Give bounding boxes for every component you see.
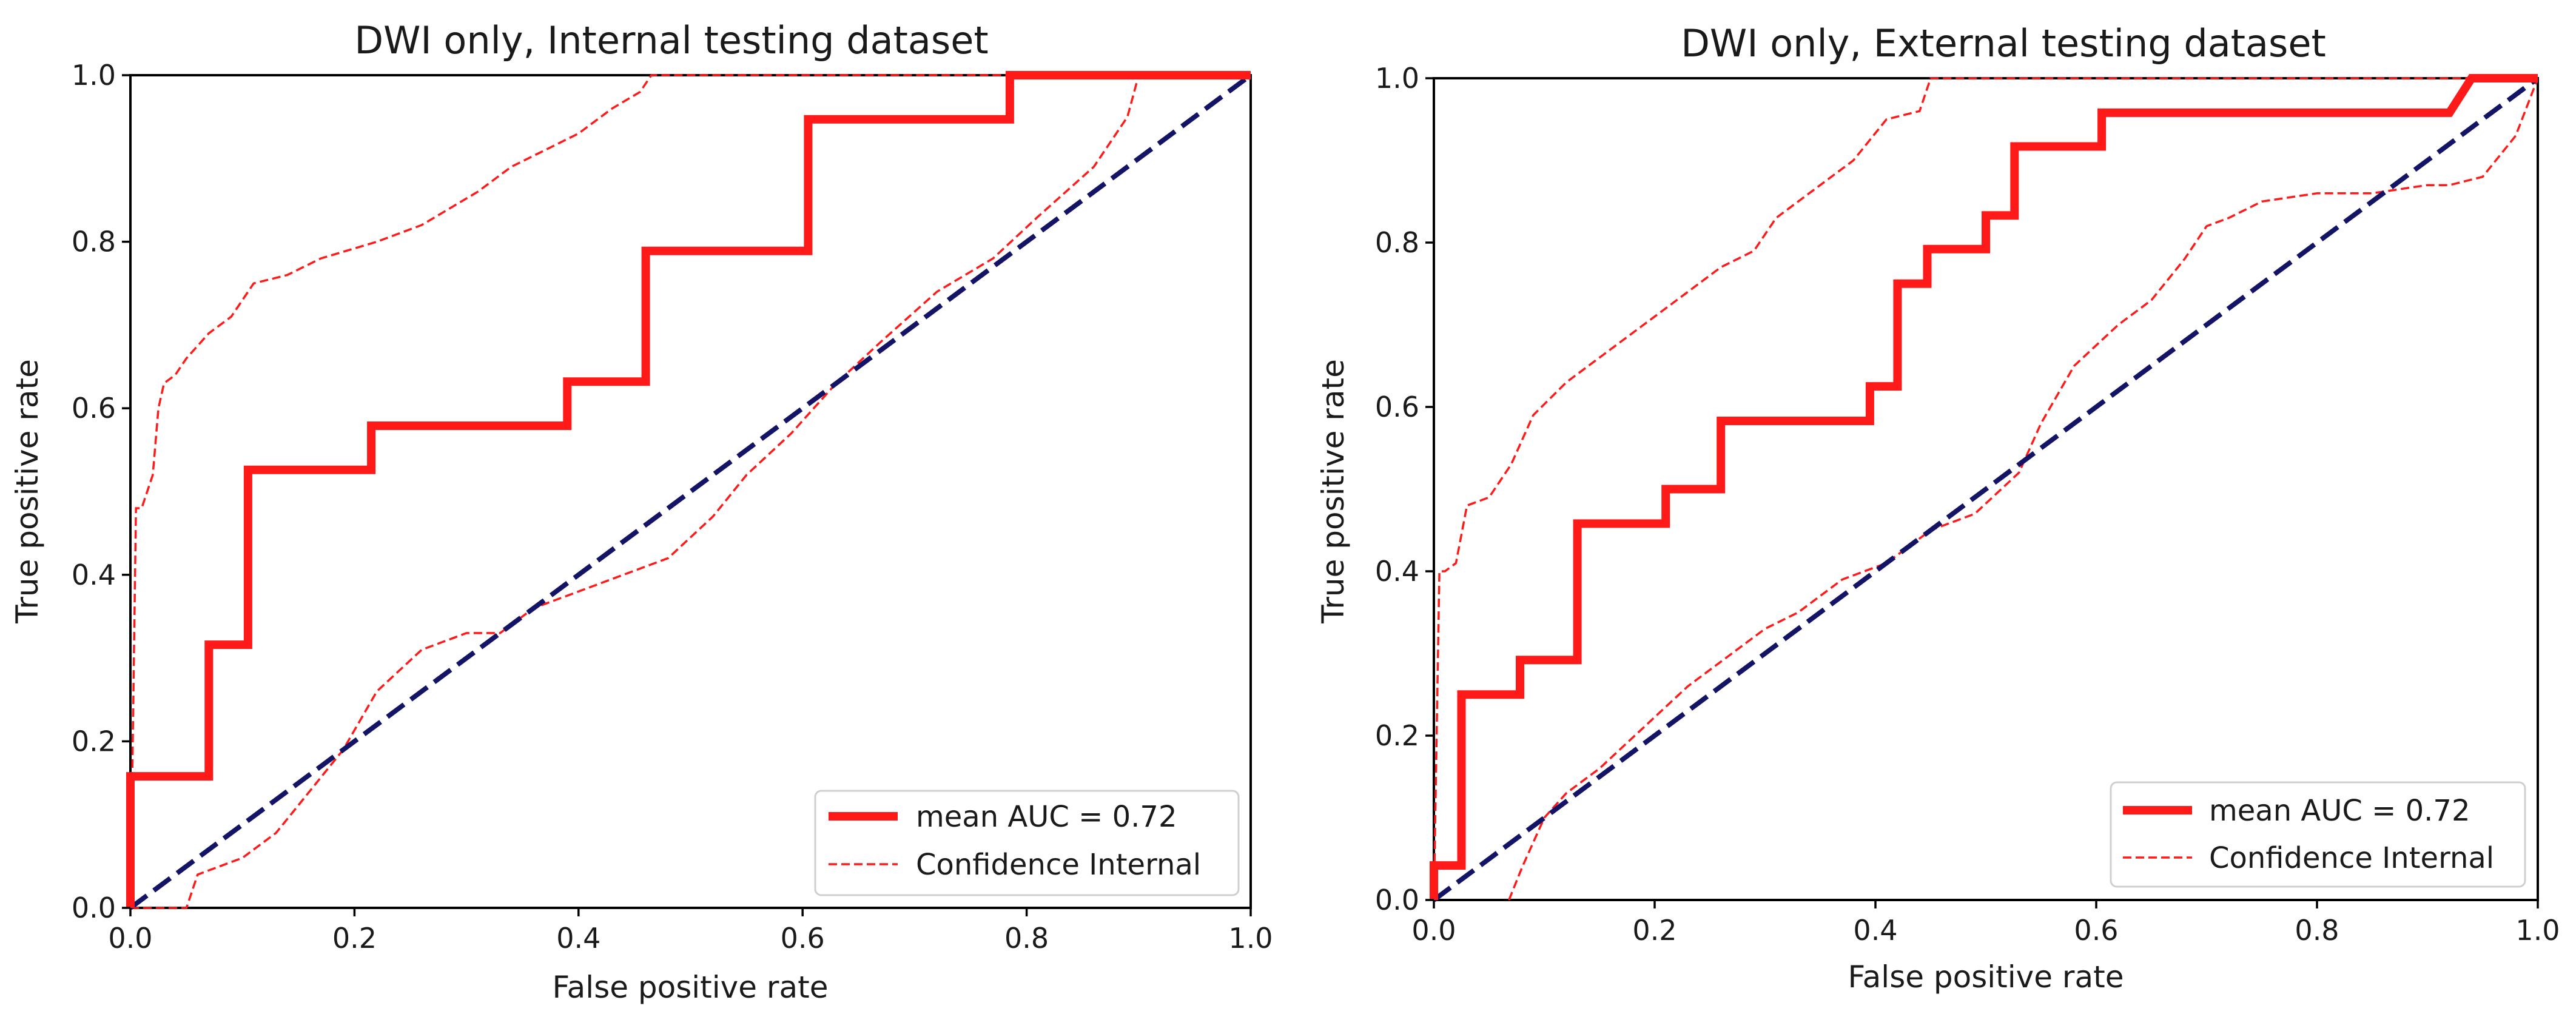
x-axis-label: False positive rate (553, 970, 829, 1005)
legend-box (814, 790, 1240, 896)
y-tick-label: 0.8 (72, 226, 116, 258)
series-chance-diagonal (1432, 76, 2540, 902)
y-tick-label: 0.6 (1375, 391, 1419, 423)
x-tick-label: 0.4 (1853, 914, 1897, 947)
y-tick-label: 0.6 (72, 392, 116, 425)
x-tick-label: 0.4 (556, 922, 600, 955)
series-confidence-internal-lower (130, 74, 1251, 909)
series-layer (1430, 74, 2540, 902)
y-tick-label: 0.4 (72, 559, 116, 591)
x-tick-label: 0.2 (1632, 914, 1676, 947)
x-ticks: 0.0 0.2 0.4 0.6 0.8 1.0 (1411, 900, 2560, 947)
legend: mean AUC = 0.72 Confidence Internal (814, 790, 1240, 896)
series-layer (126, 71, 1253, 910)
legend-label-mean: mean AUC = 0.72 (2209, 794, 2470, 828)
x-tick-label: 1.0 (2515, 914, 2560, 947)
series-mean-auc-0-72 (126, 71, 1251, 908)
x-axis-label: False positive rate (1848, 959, 2124, 995)
y-tick-label: 0.2 (1375, 719, 1419, 752)
legend-box (2110, 781, 2526, 888)
chart-title: DWI only, External testing dataset (1681, 21, 2326, 65)
chart-title: DWI only, Internal testing dataset (354, 18, 988, 62)
series-confidence-internal-upper (129, 74, 1251, 908)
y-ticks: 0.0 0.2 0.4 0.6 0.8 1.0 (1375, 62, 1434, 916)
legend: mean AUC = 0.72 Confidence Internal (2110, 781, 2526, 888)
x-tick-label: 0.8 (1004, 922, 1049, 955)
internal-roc-chart: DWI only, Internal testing dataset 0.0 0.… (10, 18, 1273, 1005)
legend-label-ci: Confidence Internal (916, 848, 1201, 882)
series-mean-auc-0-72 (1430, 74, 2538, 900)
y-tick-label: 0.8 (1375, 226, 1419, 259)
external-roc-chart: DWI only, External testing dataset 0.0 0.… (1316, 21, 2560, 995)
y-tick-label: 0.2 (72, 725, 116, 757)
y-axis-label: True positive rate (10, 359, 45, 624)
x-tick-label: 0.0 (1411, 914, 1456, 947)
x-tick-label: 0.2 (332, 922, 377, 955)
y-tick-label: 1.0 (72, 59, 116, 92)
y-tick-label: 0.0 (1375, 884, 1419, 916)
legend-label-ci: Confidence Internal (2209, 841, 2494, 875)
y-axis-label: True positive rate (1316, 359, 1351, 624)
x-tick-label: 0.0 (108, 922, 152, 955)
x-ticks: 0.0 0.2 0.4 0.6 0.8 1.0 (108, 908, 1273, 955)
y-ticks: 0.0 0.2 0.4 0.6 0.8 1.0 (72, 59, 130, 924)
legend-label-mean: mean AUC = 0.72 (916, 800, 1177, 834)
x-tick-label: 0.6 (2074, 914, 2118, 947)
x-tick-label: 0.8 (2295, 914, 2339, 947)
y-tick-label: 1.0 (1375, 62, 1419, 95)
y-tick-label: 0.4 (1375, 555, 1419, 588)
x-tick-label: 1.0 (1228, 922, 1273, 955)
y-tick-label: 0.0 (72, 891, 116, 924)
series-confidence-internal-upper (1433, 77, 2538, 901)
x-tick-label: 0.6 (781, 922, 825, 955)
